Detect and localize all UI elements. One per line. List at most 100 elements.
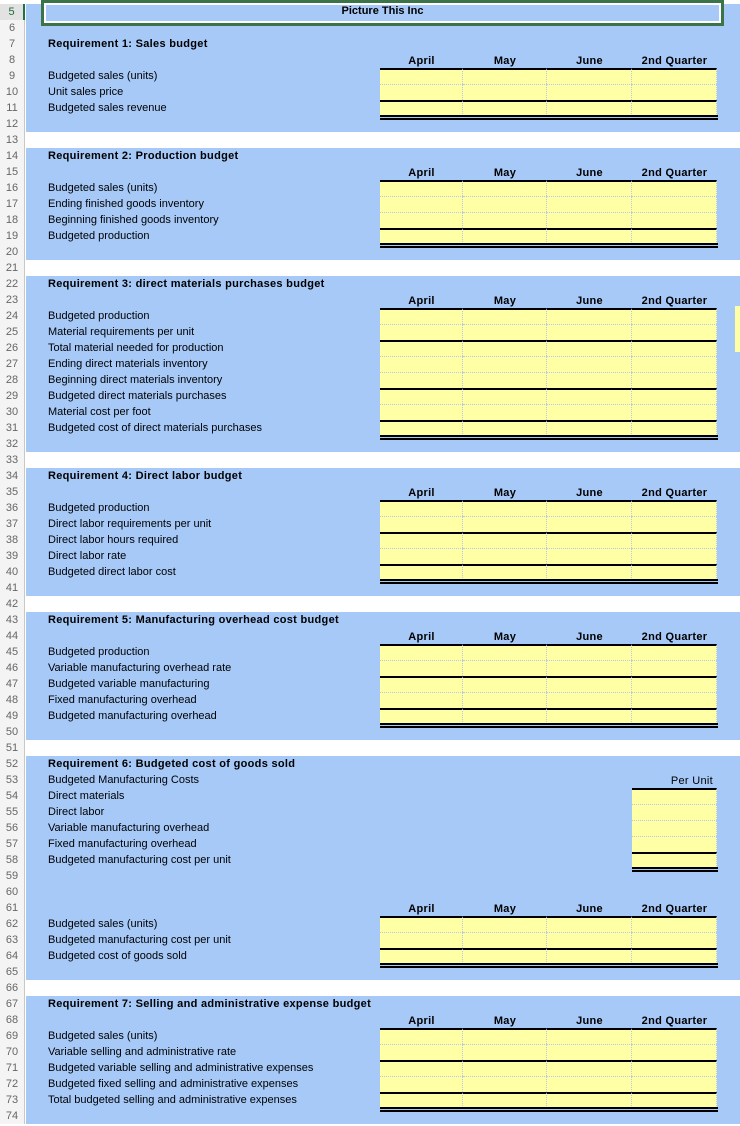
input-cell-s3-row26-col3[interactable]: [632, 340, 717, 356]
input-cell-s5-row47-col2[interactable]: [547, 676, 632, 692]
row-header[interactable]: 31: [0, 420, 25, 436]
row-header[interactable]: 40: [0, 564, 25, 580]
input-cell-s3-row29-col0[interactable]: [380, 388, 463, 404]
row-header[interactable]: 25: [0, 324, 25, 340]
row-header[interactable]: 23: [0, 292, 25, 308]
row-header[interactable]: 24: [0, 308, 25, 324]
input-cell-s4-row40-col3[interactable]: [632, 564, 717, 580]
input-cell-s1-row9-col3[interactable]: [632, 68, 717, 84]
input-cell-per-unit-row56-col3[interactable]: [632, 820, 717, 836]
row-header[interactable]: 8: [0, 52, 25, 68]
input-cell-s2-row16-col3[interactable]: [632, 180, 717, 196]
input-cell-s5-row49-col1[interactable]: [463, 708, 547, 724]
input-cell-s4-row36-col0[interactable]: [380, 500, 463, 516]
row-header[interactable]: 27: [0, 356, 25, 372]
input-cell-s6-row63-col0[interactable]: [380, 932, 463, 948]
input-cell-s6-row63-col3[interactable]: [632, 932, 717, 948]
row-header[interactable]: 64: [0, 948, 25, 964]
input-cell-s1-row9-col2[interactable]: [547, 68, 632, 84]
input-cell-per-unit-row57-col3[interactable]: [632, 836, 717, 852]
row-header[interactable]: 67: [0, 996, 25, 1012]
input-cell-s3-row26-col2[interactable]: [547, 340, 632, 356]
row-header[interactable]: 68: [0, 1012, 25, 1028]
input-cell-s7-row72-col0[interactable]: [380, 1076, 463, 1092]
row-header[interactable]: 73: [0, 1092, 25, 1108]
input-cell-s2-row19-col2[interactable]: [547, 228, 632, 244]
input-cell-s5-row47-col0[interactable]: [380, 676, 463, 692]
input-cell-s5-row48-col1[interactable]: [463, 692, 547, 708]
input-cell-s3-row31-col2[interactable]: [547, 420, 632, 436]
input-cell-s5-row47-col3[interactable]: [632, 676, 717, 692]
row-header[interactable]: 18: [0, 212, 25, 228]
input-cell-s2-row18-col3[interactable]: [632, 212, 717, 228]
row-header[interactable]: 13: [0, 132, 25, 148]
row-header[interactable]: 20: [0, 244, 25, 260]
input-cell-s5-row49-col3[interactable]: [632, 708, 717, 724]
input-cell-s2-row19-col0[interactable]: [380, 228, 463, 244]
input-cell-s2-row19-col3[interactable]: [632, 228, 717, 244]
input-cell-s7-row72-col3[interactable]: [632, 1076, 717, 1092]
input-cell-s1-row11-col1[interactable]: [463, 100, 547, 116]
row-header[interactable]: 54: [0, 788, 25, 804]
input-cell-s3-row29-col1[interactable]: [463, 388, 547, 404]
input-cell-s5-row48-col0[interactable]: [380, 692, 463, 708]
row-header[interactable]: 55: [0, 804, 25, 820]
input-cell-s4-row39-col2[interactable]: [547, 548, 632, 564]
input-cell-s7-row70-col2[interactable]: [547, 1044, 632, 1060]
input-cell-s3-row27-col1[interactable]: [463, 356, 547, 372]
input-cell-s5-row45-col0[interactable]: [380, 644, 463, 660]
input-cell-s7-row70-col3[interactable]: [632, 1044, 717, 1060]
input-cell-s3-row29-col2[interactable]: [547, 388, 632, 404]
input-cell-s4-row40-col0[interactable]: [380, 564, 463, 580]
input-cell-s5-row45-col3[interactable]: [632, 644, 717, 660]
row-header[interactable]: 42: [0, 596, 25, 612]
row-header[interactable]: 28: [0, 372, 25, 388]
input-cell-s2-row17-col0[interactable]: [380, 196, 463, 212]
row-header[interactable]: 14: [0, 148, 25, 164]
input-cell-s3-row26-col0[interactable]: [380, 340, 463, 356]
input-cell-s4-row39-col1[interactable]: [463, 548, 547, 564]
input-cell-s5-row45-col2[interactable]: [547, 644, 632, 660]
row-header[interactable]: 49: [0, 708, 25, 724]
row-header[interactable]: 12: [0, 116, 25, 132]
row-header[interactable]: 43: [0, 612, 25, 628]
input-cell-s5-row49-col0[interactable]: [380, 708, 463, 724]
input-cell-per-unit-row58-col3[interactable]: [632, 852, 717, 868]
row-header[interactable]: 32: [0, 436, 25, 452]
input-cell-s7-row70-col1[interactable]: [463, 1044, 547, 1060]
row-header[interactable]: 39: [0, 548, 25, 564]
input-cell-s3-row24-col3[interactable]: [632, 308, 717, 324]
row-header[interactable]: 47: [0, 676, 25, 692]
row-header[interactable]: 9: [0, 68, 25, 84]
row-header[interactable]: 44: [0, 628, 25, 644]
input-cell-s1-row11-col2[interactable]: [547, 100, 632, 116]
row-header[interactable]: 41: [0, 580, 25, 596]
row-header[interactable]: 50: [0, 724, 25, 740]
row-header[interactable]: 17: [0, 196, 25, 212]
row-header[interactable]: 70: [0, 1044, 25, 1060]
row-header[interactable]: 11: [0, 100, 25, 116]
input-cell-s1-row10-col3[interactable]: [632, 84, 717, 100]
row-header[interactable]: 51: [0, 740, 25, 756]
input-cell-s7-row69-col3[interactable]: [632, 1028, 717, 1044]
input-cell-s6-row63-col1[interactable]: [463, 932, 547, 948]
input-cell-s3-row28-col3[interactable]: [632, 372, 717, 388]
row-header[interactable]: 52: [0, 756, 25, 772]
row-header[interactable]: 6: [0, 20, 25, 36]
input-cell-s6-row62-col1[interactable]: [463, 916, 547, 932]
input-cell-s7-row73-col0[interactable]: [380, 1092, 463, 1108]
input-cell-s3-row30-col2[interactable]: [547, 404, 632, 420]
row-header[interactable]: 38: [0, 532, 25, 548]
input-cell-s1-row11-col3[interactable]: [632, 100, 717, 116]
input-cell-s4-row37-col3[interactable]: [632, 516, 717, 532]
row-header[interactable]: 72: [0, 1076, 25, 1092]
input-cell-s5-row46-col0[interactable]: [380, 660, 463, 676]
row-header[interactable]: 66: [0, 980, 25, 996]
input-cell-s3-row27-col0[interactable]: [380, 356, 463, 372]
input-cell-s4-row37-col2[interactable]: [547, 516, 632, 532]
row-header[interactable]: 65: [0, 964, 25, 980]
input-cell-s3-row30-col1[interactable]: [463, 404, 547, 420]
row-header[interactable]: 46: [0, 660, 25, 676]
input-cell-s7-row71-col0[interactable]: [380, 1060, 463, 1076]
input-cell-s3-row25-col2[interactable]: [547, 324, 632, 340]
